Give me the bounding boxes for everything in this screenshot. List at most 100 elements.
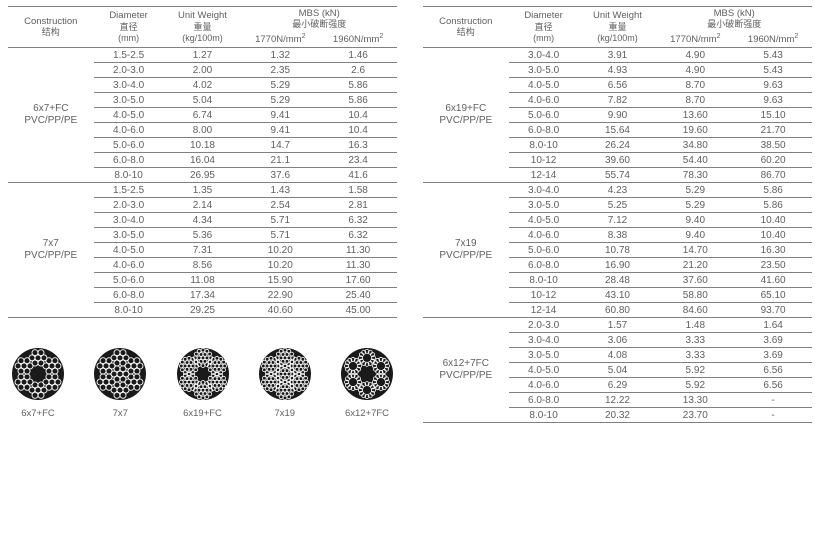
cell: 3.0-4.0	[509, 333, 579, 348]
cell: 4.34	[164, 213, 242, 228]
cell: 8.0-10	[509, 408, 579, 423]
cross-section-7x19: 7x19	[257, 346, 313, 419]
cell: 5.29	[656, 183, 734, 198]
cell: 5.29	[656, 198, 734, 213]
figure-label: 7x19	[274, 408, 295, 419]
cell: 1.5-2.5	[94, 48, 164, 63]
cell: 15.90	[241, 273, 319, 288]
cell: 4.08	[579, 348, 657, 363]
cell: 5.0-6.0	[509, 243, 579, 258]
cell: 54.40	[656, 153, 734, 168]
cell: 2.14	[164, 198, 242, 213]
table-row: 7x7PVC/PP/PE1.5-2.51.351.431.58	[8, 183, 397, 198]
construction-label: 7x7PVC/PP/PE	[8, 183, 94, 318]
cell: 10.20	[241, 243, 319, 258]
cross-section-6x19-fc: 6x19+FC	[175, 346, 231, 419]
cell: -	[734, 393, 812, 408]
cell: 8.0-10	[509, 273, 579, 288]
cell: 12.22	[579, 393, 657, 408]
cell: 3.69	[734, 348, 812, 363]
cell: 14.7	[241, 138, 319, 153]
cell: 9.41	[241, 123, 319, 138]
cell: 5.04	[579, 363, 657, 378]
figure-label: 6x19+FC	[183, 408, 222, 419]
cell: 10.40	[734, 213, 812, 228]
cell: 10.4	[319, 108, 397, 123]
cell: 3.0-5.0	[509, 63, 579, 78]
construction-label: 7x19PVC/PP/PE	[423, 183, 509, 318]
cell: 10.20	[241, 258, 319, 273]
spec-table-right: Construction结构 Diameter直径(mm) Unit Weigh…	[423, 6, 812, 423]
cell: 8.0-10	[94, 303, 164, 318]
cell: 9.41	[241, 108, 319, 123]
hdr-unitweight: Unit Weight重量(kg/100m)	[164, 7, 242, 48]
cell: 4.0-6.0	[509, 378, 579, 393]
cell: 5.92	[656, 378, 734, 393]
cell: 4.0-6.0	[94, 258, 164, 273]
cell: 7.12	[579, 213, 657, 228]
cell: 10.18	[164, 138, 242, 153]
cell: 41.60	[734, 273, 812, 288]
cross-section-7x7: 7x7	[92, 346, 148, 419]
cell: 3.06	[579, 333, 657, 348]
right-column: Construction结构 Diameter直径(mm) Unit Weigh…	[423, 6, 812, 423]
cell: 5.0-6.0	[94, 138, 164, 153]
cell: 37.6	[241, 168, 319, 183]
cell: 4.02	[164, 78, 242, 93]
cell: 2.0-3.0	[509, 318, 579, 333]
cell: 4.0-6.0	[94, 123, 164, 138]
cell: 23.4	[319, 153, 397, 168]
table-row: 6x19+FCPVC/PP/PE3.0-4.03.914.905.43	[423, 48, 812, 63]
cell: 4.0-6.0	[509, 93, 579, 108]
cell: 6.0-8.0	[94, 153, 164, 168]
cell: 9.40	[656, 213, 734, 228]
hdr-construction: Construction结构	[423, 7, 509, 48]
table-header: Construction结构 Diameter直径(mm) Unit Weigh…	[8, 7, 397, 48]
cell: 1.58	[319, 183, 397, 198]
cell: 29.25	[164, 303, 242, 318]
cell: 1.43	[241, 183, 319, 198]
cell: 9.63	[734, 78, 812, 93]
cell: 1.46	[319, 48, 397, 63]
cell: 1.5-2.5	[94, 183, 164, 198]
cell: 9.63	[734, 93, 812, 108]
cell: 8.38	[579, 228, 657, 243]
cell: 9.40	[656, 228, 734, 243]
cell: 10-12	[509, 288, 579, 303]
cell: 10.4	[319, 123, 397, 138]
cell: 3.0-5.0	[94, 93, 164, 108]
cell: 58.80	[656, 288, 734, 303]
cell: 4.0-5.0	[509, 78, 579, 93]
cell: 60.20	[734, 153, 812, 168]
cell: 1.27	[164, 48, 242, 63]
cell: 5.86	[319, 78, 397, 93]
cell: 5.04	[164, 93, 242, 108]
cell: 17.60	[319, 273, 397, 288]
cell: 3.0-5.0	[509, 198, 579, 213]
cell: 2.81	[319, 198, 397, 213]
cell: 4.90	[656, 48, 734, 63]
cell: 41.6	[319, 168, 397, 183]
cell: 1.32	[241, 48, 319, 63]
cell: 2.6	[319, 63, 397, 78]
cell: 60.80	[579, 303, 657, 318]
cell: 25.40	[319, 288, 397, 303]
cell: 78.30	[656, 168, 734, 183]
cell: 5.36	[164, 228, 242, 243]
cell: 6.32	[319, 213, 397, 228]
hdr-diameter: Diameter直径(mm)	[94, 7, 164, 48]
cell: 3.91	[579, 48, 657, 63]
hdr-mbs-1770: 1770N/mm2	[656, 31, 734, 48]
cell: 17.34	[164, 288, 242, 303]
cell: 6.56	[579, 78, 657, 93]
hdr-diameter: Diameter直径(mm)	[509, 7, 579, 48]
cell: 22.90	[241, 288, 319, 303]
cell: 26.95	[164, 168, 242, 183]
hdr-mbs: MBS (kN)最小破断强度	[656, 7, 812, 32]
cell: 1.35	[164, 183, 242, 198]
cell: 93.70	[734, 303, 812, 318]
cell: 40.60	[241, 303, 319, 318]
cell: 5.92	[656, 363, 734, 378]
cell: 1.48	[656, 318, 734, 333]
figure-label: 6x7+FC	[21, 408, 55, 419]
